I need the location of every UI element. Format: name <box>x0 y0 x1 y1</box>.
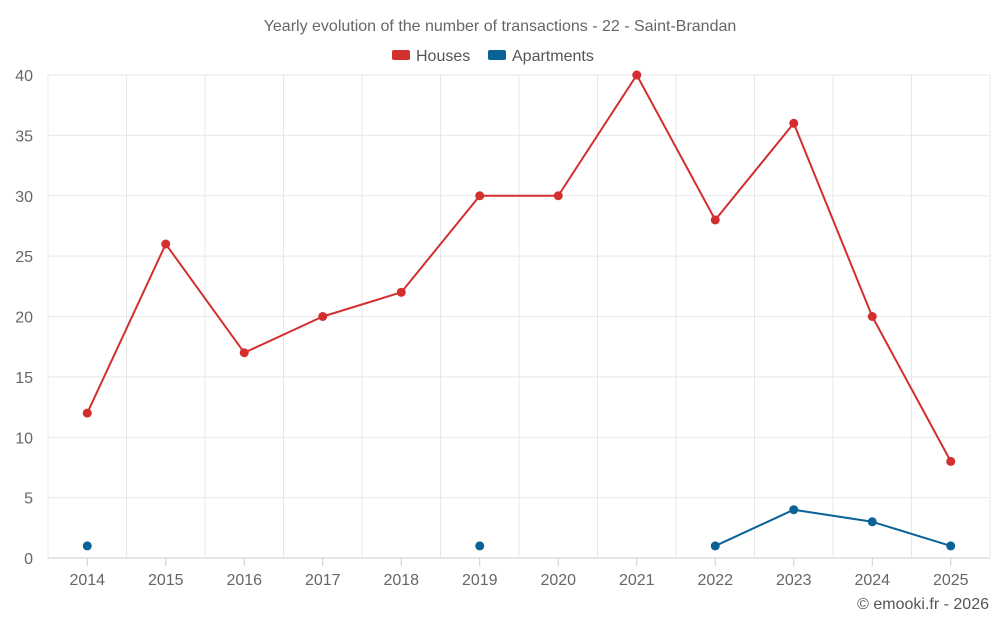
data-point-apartments[interactable] <box>946 541 956 551</box>
data-point-houses[interactable] <box>710 215 720 225</box>
y-tick-label: 35 <box>15 128 33 145</box>
series-apartments <box>82 505 956 551</box>
x-tick-label: 2025 <box>933 572 969 589</box>
series-line-houses <box>86 74 952 462</box>
data-point-apartments[interactable] <box>867 517 877 527</box>
y-tick-label: 0 <box>24 551 33 568</box>
legend-item-houses[interactable]: Houses <box>392 48 470 65</box>
x-tick-label: 2018 <box>383 572 419 589</box>
data-point-houses[interactable] <box>867 312 877 321</box>
data-point-houses[interactable] <box>553 191 563 201</box>
x-tick-label: 2023 <box>776 572 812 589</box>
data-point-apartments[interactable] <box>710 541 720 551</box>
data-point-apartments[interactable] <box>82 541 92 551</box>
data-point-houses[interactable] <box>789 118 799 128</box>
data-point-apartments[interactable] <box>789 505 799 515</box>
data-point-houses[interactable] <box>475 191 485 201</box>
x-axis-ticks: 2014 2015 2016 2017 2018 2019 2020 2021 2022 2023… <box>69 558 969 589</box>
series-layer <box>82 70 956 551</box>
data-point-houses[interactable] <box>161 239 171 249</box>
data-point-houses[interactable] <box>396 287 406 297</box>
y-axis-ticks: 0 5 10 15 20 25 30 35 40 <box>15 68 33 568</box>
y-tick-label: 20 <box>15 310 33 327</box>
legend-swatch-apartments <box>488 50 506 60</box>
legend-label-apartments: Apartments <box>512 48 594 65</box>
x-tick-label: 2019 <box>462 572 498 589</box>
legend: Houses Apartments <box>392 48 594 65</box>
y-tick-label: 10 <box>15 430 33 447</box>
data-point-houses[interactable] <box>82 408 92 418</box>
chart-title: Yearly evolution of the number of transa… <box>264 18 737 35</box>
series-line-apartments <box>714 508 952 547</box>
grid <box>47 74 991 559</box>
x-tick-label: 2017 <box>305 572 341 589</box>
data-point-houses[interactable] <box>632 70 642 80</box>
data-point-houses[interactable] <box>239 348 249 358</box>
x-tick-label: 2015 <box>148 572 184 589</box>
y-tick-label: 25 <box>15 249 33 266</box>
x-tick-label: 2016 <box>226 572 262 589</box>
legend-label-houses: Houses <box>416 48 470 65</box>
x-tick-label: 2020 <box>540 572 576 589</box>
x-tick-label: 2014 <box>69 572 105 589</box>
data-point-apartments[interactable] <box>475 541 485 551</box>
y-tick-label: 15 <box>15 370 33 387</box>
series-houses <box>82 70 956 466</box>
y-tick-label: 40 <box>15 68 33 85</box>
y-tick-label: 30 <box>15 189 33 206</box>
x-tick-label: 2024 <box>854 572 890 589</box>
legend-item-apartments[interactable]: Apartments <box>488 48 594 65</box>
data-point-houses[interactable] <box>318 312 328 321</box>
x-tick-label: 2022 <box>697 572 733 589</box>
legend-swatch-houses <box>392 50 410 60</box>
x-tick-label: 2021 <box>619 572 655 589</box>
data-point-houses[interactable] <box>946 456 956 466</box>
y-tick-label: 5 <box>24 491 33 508</box>
credit-text: © emooki.fr - 2026 <box>857 596 989 613</box>
